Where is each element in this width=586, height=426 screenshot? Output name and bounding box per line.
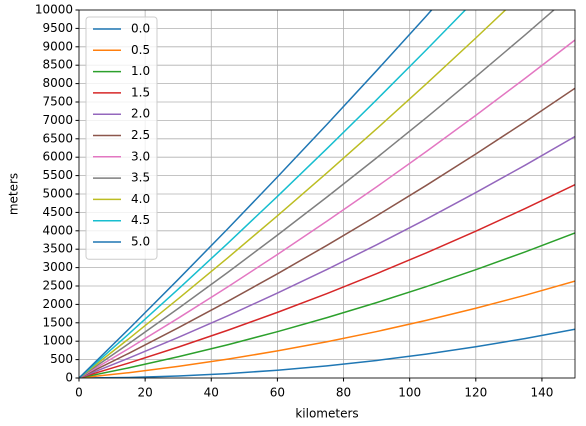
line	[79, 135, 575, 378]
legend-label: 2.5	[131, 128, 150, 142]
y-tick-label: 7500	[42, 95, 73, 109]
x-tick-label: 100	[398, 386, 421, 400]
plot-area	[79, 10, 575, 378]
legend-label: 3.0	[131, 149, 150, 163]
legend-label: 5.0	[131, 235, 150, 249]
legend-label: 2.0	[131, 107, 150, 121]
line	[79, 39, 575, 378]
line	[79, 87, 575, 378]
y-tick-label: 3000	[42, 260, 73, 274]
y-tick-label: 9500	[42, 21, 73, 35]
line	[79, 10, 507, 378]
line	[79, 10, 433, 378]
legend-label: 1.0	[131, 64, 150, 78]
legend-label: 4.0	[131, 192, 150, 206]
line	[79, 184, 575, 378]
line	[79, 232, 575, 378]
plot-frame	[78, 9, 576, 379]
y-tick-label: 8500	[42, 58, 73, 72]
legend-label: 0.0	[131, 22, 150, 36]
y-tick-label: 9000	[42, 39, 73, 53]
legend-label: 3.5	[131, 171, 150, 185]
y-tick-label: 500	[50, 352, 73, 366]
y-tick-label: 4000	[42, 223, 73, 237]
y-tick-label: 5500	[42, 168, 73, 182]
legend-label: 0.5	[131, 43, 150, 57]
x-axis-label: kilometers	[295, 407, 358, 421]
x-tick-label: 120	[464, 386, 487, 400]
y-tick-label: 6500	[42, 131, 73, 145]
y-tick-label: 7000	[42, 113, 73, 127]
y-tick-label: 6000	[42, 150, 73, 164]
x-tick-label: 60	[270, 386, 285, 400]
line	[79, 280, 575, 378]
y-tick-label: 2500	[42, 279, 73, 293]
y-tick-label: 10000	[35, 3, 73, 17]
legend-label: 4.5	[131, 213, 150, 227]
y-tick-label: 2000	[42, 297, 73, 311]
y-axis-label: meters	[7, 173, 21, 215]
y-tick-label: 0	[65, 371, 73, 385]
y-tick-label: 3500	[42, 242, 73, 256]
y-tick-label: 4500	[42, 205, 73, 219]
x-tick-label: 20	[137, 386, 152, 400]
y-tick-label: 1000	[42, 334, 73, 348]
x-tick-label: 80	[336, 386, 351, 400]
y-tick-label: 5000	[42, 187, 73, 201]
y-tick-label: 8000	[42, 76, 73, 90]
line	[79, 328, 575, 378]
x-tick-label: 40	[204, 386, 219, 400]
line	[79, 10, 555, 378]
line	[79, 10, 467, 378]
x-tick-label: 140	[530, 386, 553, 400]
legend-label: 1.5	[131, 85, 150, 99]
y-tick-label: 1500	[42, 315, 73, 329]
x-tick-label: 0	[75, 386, 83, 400]
